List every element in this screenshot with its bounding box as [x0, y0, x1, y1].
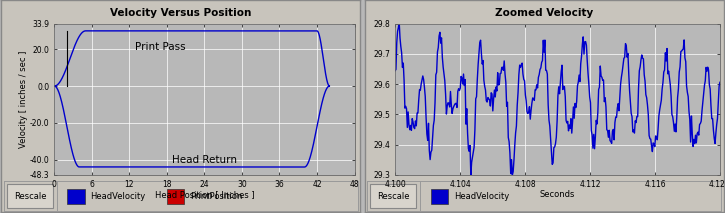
- Text: Euclid Research: Euclid Research: [368, 188, 431, 196]
- Text: PrintPosition: PrintPosition: [190, 192, 242, 201]
- X-axis label: Head Position [ Inches ]: Head Position [ Inches ]: [154, 190, 254, 199]
- FancyBboxPatch shape: [431, 189, 448, 204]
- FancyBboxPatch shape: [370, 184, 416, 208]
- Text: Euclid Research: Euclid Research: [5, 188, 68, 196]
- FancyBboxPatch shape: [167, 189, 184, 204]
- Text: Zoomed Velocity: Zoomed Velocity: [495, 8, 593, 18]
- Text: Print Pass: Print Pass: [136, 42, 186, 52]
- Text: Head Return: Head Return: [172, 155, 237, 165]
- Y-axis label: Velocity [ inches / sec ]: Velocity [ inches / sec ]: [20, 51, 28, 148]
- X-axis label: Seconds: Seconds: [540, 190, 575, 199]
- Text: Velocity Versus Position: Velocity Versus Position: [110, 8, 252, 18]
- FancyBboxPatch shape: [67, 189, 85, 204]
- Text: Rescale: Rescale: [14, 192, 46, 201]
- Text: HeadVelocity: HeadVelocity: [91, 192, 146, 201]
- FancyBboxPatch shape: [7, 184, 53, 208]
- Text: Rescale: Rescale: [377, 192, 410, 201]
- Text: HeadVelocity: HeadVelocity: [454, 192, 509, 201]
